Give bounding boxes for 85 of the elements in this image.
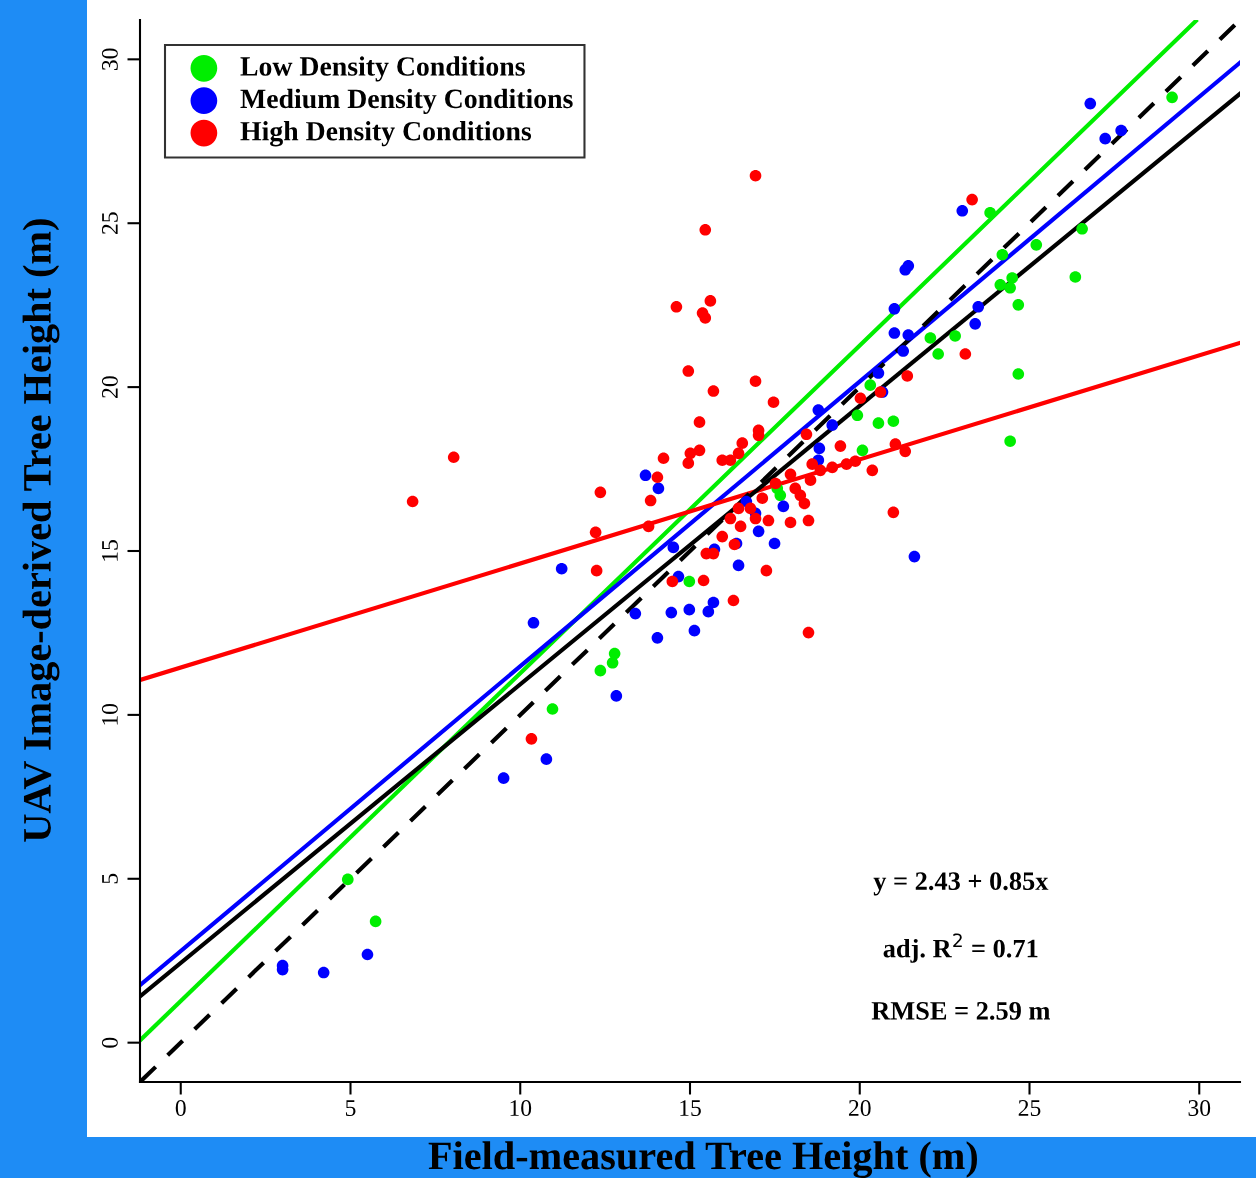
point	[752, 525, 765, 538]
point	[1115, 124, 1127, 137]
point	[887, 415, 900, 428]
point	[361, 948, 374, 961]
y-tick-label: 0	[101, 1037, 118, 1048]
point	[540, 753, 553, 765]
point	[608, 647, 621, 660]
y-tick-label: 10	[101, 703, 118, 725]
point	[707, 596, 720, 609]
point	[902, 260, 915, 272]
point	[956, 204, 969, 217]
point	[555, 562, 568, 575]
point	[949, 330, 961, 342]
point	[1099, 132, 1112, 145]
legend-label: Low Density Conditions	[240, 56, 525, 82]
point	[969, 318, 981, 330]
point	[984, 206, 996, 219]
point	[908, 550, 921, 563]
point	[341, 873, 354, 886]
legend-label: High Density Conditions	[240, 121, 532, 147]
point	[932, 348, 944, 360]
point	[902, 329, 915, 341]
point	[1076, 222, 1088, 235]
point	[851, 409, 864, 422]
point	[651, 632, 664, 644]
y-tick-label: 15	[102, 540, 118, 561]
point	[813, 442, 826, 455]
x-tick-label: 30	[1188, 1100, 1211, 1116]
point	[652, 482, 665, 495]
point	[1012, 368, 1025, 380]
point	[369, 915, 382, 928]
point	[897, 345, 910, 357]
x-tick-label: 25	[1018, 1100, 1041, 1116]
point	[1012, 299, 1025, 311]
y-tick-label: 5	[102, 873, 118, 884]
point	[527, 616, 540, 629]
annotation: y = 2.43 + 0.85x	[873, 872, 1049, 896]
point	[665, 606, 678, 619]
point	[546, 703, 559, 715]
x-axis-title: Field-measured Tree Height (m)	[428, 1141, 977, 1178]
point	[639, 469, 652, 482]
point	[667, 541, 680, 554]
point	[888, 327, 901, 339]
x-tick-label: 5	[345, 1100, 356, 1116]
annotation: adj. R$^{2}$ = 0.71	[883, 933, 1038, 963]
point	[317, 966, 330, 979]
point	[688, 624, 701, 637]
point	[996, 248, 1009, 261]
annotation: RMSE = 2.59 m	[871, 1001, 1051, 1020]
point	[702, 605, 715, 618]
point	[872, 367, 885, 379]
legend-label: Medium Density Conditions	[240, 88, 573, 114]
point	[1004, 435, 1016, 447]
point	[856, 444, 869, 457]
point	[768, 537, 781, 550]
point	[972, 301, 985, 313]
y-tick-label: 20	[101, 376, 118, 398]
y-axis-title: UAV Image-derived Tree Height (m)	[22, 219, 60, 842]
point	[1166, 91, 1178, 104]
x-tick-label: 10	[510, 1100, 532, 1116]
point	[1004, 281, 1016, 294]
point	[1069, 271, 1082, 283]
point	[1084, 97, 1097, 110]
x-tick-label: 0	[175, 1100, 186, 1116]
point	[683, 575, 696, 588]
point	[610, 690, 623, 702]
point	[732, 559, 745, 572]
point	[994, 279, 1007, 291]
point	[826, 419, 839, 431]
y-tick-label: 25	[101, 212, 118, 234]
point	[777, 500, 790, 513]
point	[683, 603, 696, 616]
point	[864, 379, 877, 391]
point	[812, 404, 825, 416]
point	[594, 664, 607, 677]
point	[1030, 239, 1043, 251]
point	[872, 417, 885, 429]
point	[888, 302, 901, 315]
x-tick-label: 15	[680, 1100, 701, 1116]
point	[924, 332, 937, 344]
y-tick-label: 30	[101, 48, 118, 71]
point	[629, 607, 642, 620]
point	[497, 772, 510, 784]
x-tick-label: 20	[848, 1100, 871, 1116]
point	[1006, 272, 1018, 284]
